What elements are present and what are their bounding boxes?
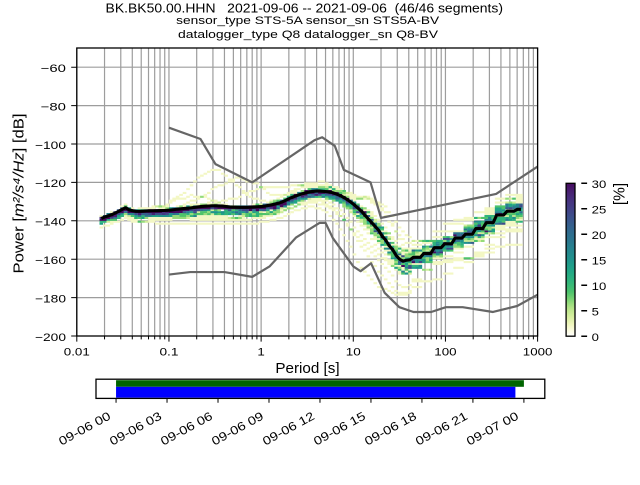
svg-text:datalogger_type Q8 datalogger_: datalogger_type Q8 datalogger_sn Q8-BV — [178, 29, 439, 41]
svg-text:[%]: [%] — [611, 183, 628, 205]
svg-text:0: 0 — [592, 332, 599, 344]
svg-text:25: 25 — [592, 205, 607, 217]
svg-text:100: 100 — [434, 347, 456, 359]
svg-text:−60: −60 — [41, 63, 66, 75]
svg-text:−80: −80 — [41, 101, 66, 113]
svg-text:0.01: 0.01 — [64, 347, 90, 359]
svg-text:1: 1 — [257, 347, 264, 359]
svg-text:sensor_type STS-5A sensor_sn S: sensor_type STS-5A sensor_sn STS5A-BV — [176, 15, 440, 27]
svg-text:10: 10 — [592, 281, 607, 293]
svg-text:30: 30 — [592, 179, 607, 191]
svg-text:−100: −100 — [35, 140, 66, 152]
svg-text:−120: −120 — [35, 178, 66, 190]
svg-text:−200: −200 — [35, 332, 66, 344]
svg-text:Power [m²/s⁴/Hz] [dB]: Power [m²/s⁴/Hz] [dB] — [10, 114, 27, 274]
svg-text:1000: 1000 — [523, 347, 553, 359]
svg-text:−160: −160 — [35, 255, 66, 267]
svg-text:15: 15 — [592, 256, 607, 268]
svg-text:Period [s]: Period [s] — [275, 360, 339, 377]
svg-text:20: 20 — [592, 230, 607, 242]
svg-text:10: 10 — [346, 347, 361, 359]
svg-text:0.1: 0.1 — [159, 347, 178, 359]
svg-text:BK.BK50.00.HHN 2021-09-06 --: BK.BK50.00.HHN 2021-09-06 -- 2021-09-06 … — [106, 0, 503, 15]
svg-text:5: 5 — [592, 306, 599, 318]
svg-text:−180: −180 — [35, 293, 66, 305]
svg-text:−140: −140 — [35, 217, 66, 229]
